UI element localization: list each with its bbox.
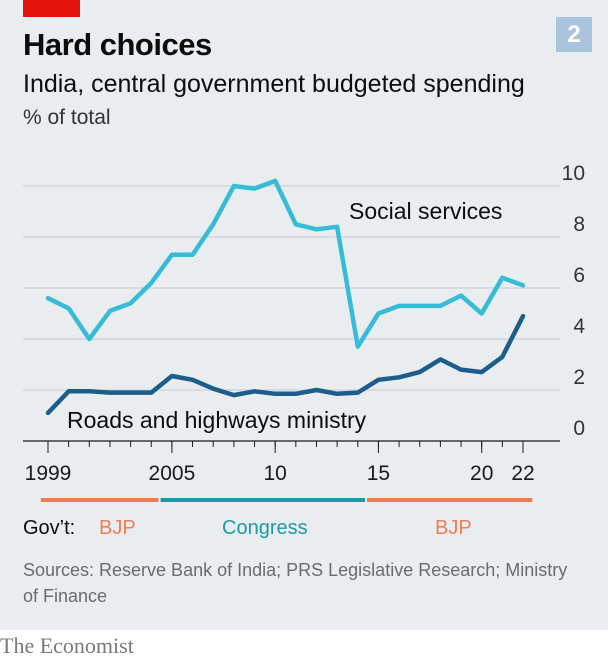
y-tick-label-8: 8 [573,213,585,236]
y-tick-label-2: 2 [573,366,585,389]
roads-highways-line [45,313,526,416]
social-services-annotation: Social services [349,198,502,224]
government-label: Gov’t: [23,517,76,539]
chart-title: Hard choices [23,27,212,62]
social-services-line [45,178,526,349]
y-tick-label-4: 4 [573,315,585,338]
chart-subtitle: India, central government budgeted spend… [23,70,525,98]
gov-period-label-bjp-2: BJP [435,517,472,539]
y-tick-label-10: 10 [562,162,585,185]
x-tick-label-2022: 22 [511,462,534,485]
y-tick-label-6: 6 [573,264,585,287]
chart-number-badge: 2 [556,17,592,52]
x-tick-label-2005: 2005 [149,462,196,485]
y-tick-label-0: 0 [573,417,585,440]
roads-highways-annotation: Roads and highways ministry [67,407,367,433]
x-tick-label-2015: 15 [367,462,390,485]
publisher-footer: The Economist [0,633,134,658]
x-tick-label-2010: 10 [263,462,286,485]
line-chart: 0 2 4 6 8 10 1999 2005 10 15 20 22 Social services Ro… [23,162,585,502]
x-tick-label-1999: 1999 [25,462,72,485]
chart-card [0,0,608,630]
gov-period-label-bjp-1: BJP [99,517,136,539]
sources-note: Sources: Reserve Bank of India; PRS Legi… [23,560,568,606]
gov-period-label-congress: Congress [222,517,308,539]
x-tick-label-2020: 20 [470,462,493,485]
chart-unit-label: % of total [23,106,111,129]
economist-red-tag [23,0,80,17]
